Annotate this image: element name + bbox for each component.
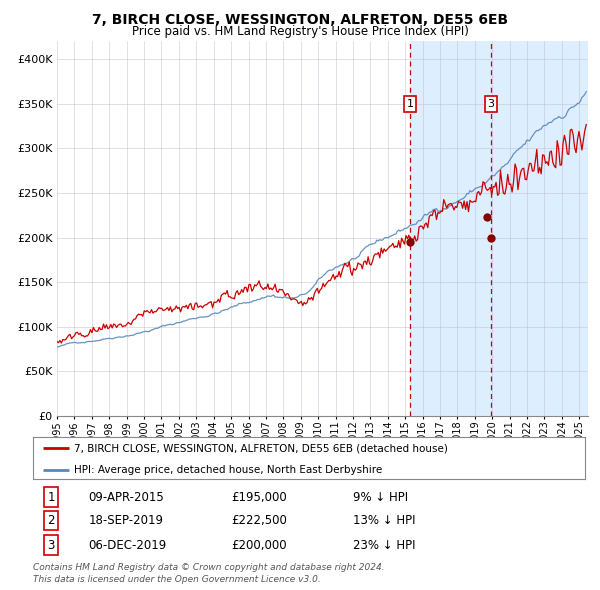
Text: 3: 3 bbox=[47, 539, 55, 552]
Text: 7, BIRCH CLOSE, WESSINGTON, ALFRETON, DE55 6EB: 7, BIRCH CLOSE, WESSINGTON, ALFRETON, DE… bbox=[92, 13, 508, 27]
Text: This data is licensed under the Open Government Licence v3.0.: This data is licensed under the Open Gov… bbox=[33, 575, 321, 584]
Text: 06-DEC-2019: 06-DEC-2019 bbox=[88, 539, 166, 552]
Text: 1: 1 bbox=[406, 99, 413, 109]
Text: HPI: Average price, detached house, North East Derbyshire: HPI: Average price, detached house, Nort… bbox=[74, 465, 383, 475]
Text: 18-SEP-2019: 18-SEP-2019 bbox=[88, 514, 163, 527]
Text: 09-APR-2015: 09-APR-2015 bbox=[88, 490, 164, 504]
Text: 1: 1 bbox=[47, 490, 55, 504]
Bar bbox=[410, 41, 588, 416]
Text: Price paid vs. HM Land Registry's House Price Index (HPI): Price paid vs. HM Land Registry's House … bbox=[131, 25, 469, 38]
Text: Contains HM Land Registry data © Crown copyright and database right 2024.: Contains HM Land Registry data © Crown c… bbox=[33, 563, 385, 572]
Text: 23% ↓ HPI: 23% ↓ HPI bbox=[353, 539, 416, 552]
Text: 3: 3 bbox=[488, 99, 494, 109]
Text: 2: 2 bbox=[47, 514, 55, 527]
Text: £195,000: £195,000 bbox=[232, 490, 287, 504]
Text: £222,500: £222,500 bbox=[232, 514, 287, 527]
Text: 13% ↓ HPI: 13% ↓ HPI bbox=[353, 514, 416, 527]
Text: 9% ↓ HPI: 9% ↓ HPI bbox=[353, 490, 408, 504]
Text: 7, BIRCH CLOSE, WESSINGTON, ALFRETON, DE55 6EB (detached house): 7, BIRCH CLOSE, WESSINGTON, ALFRETON, DE… bbox=[74, 444, 448, 454]
Text: £200,000: £200,000 bbox=[232, 539, 287, 552]
